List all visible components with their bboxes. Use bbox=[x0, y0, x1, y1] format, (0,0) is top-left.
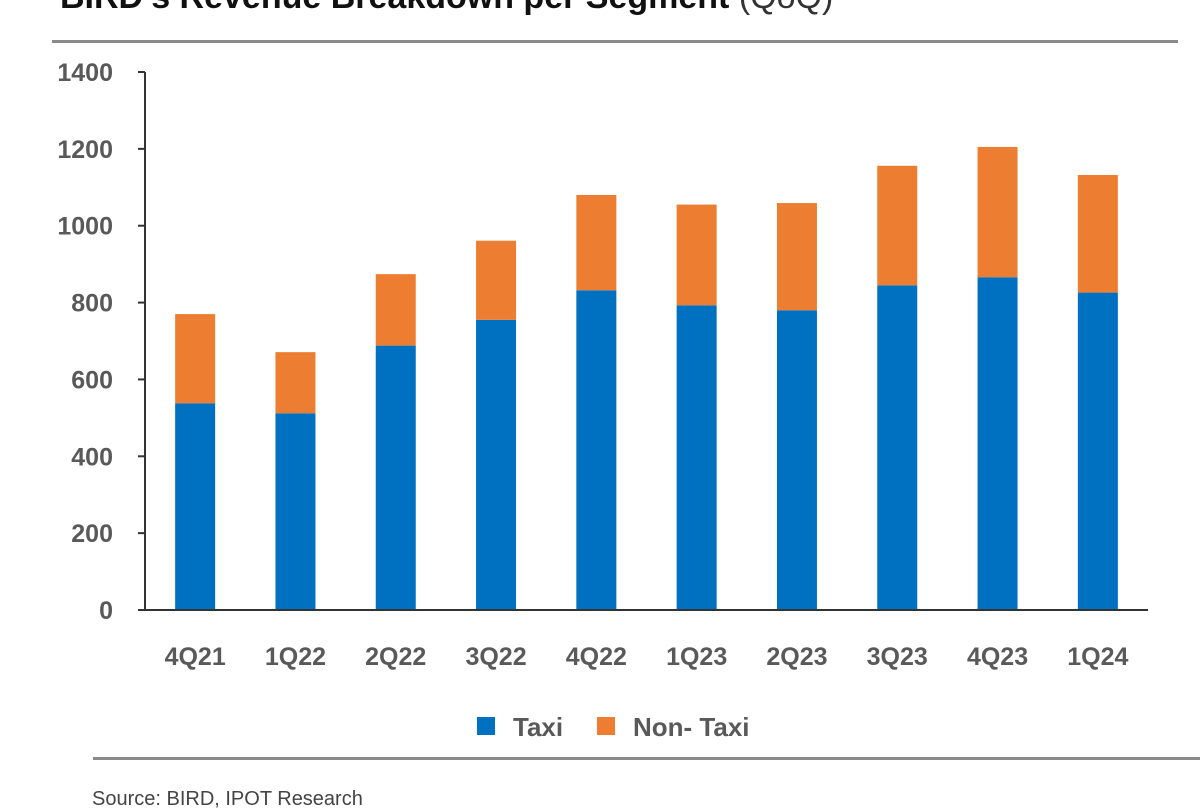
y-tick-label: 800 bbox=[71, 290, 113, 318]
non-taxi-bar bbox=[576, 194, 617, 291]
x-tick-label: 4Q23 bbox=[967, 643, 1028, 671]
top-divider bbox=[52, 40, 1178, 43]
legend-label-taxi: Taxi bbox=[513, 712, 563, 742]
y-tick-label: 400 bbox=[71, 443, 113, 471]
x-tick-label: 3Q23 bbox=[867, 643, 928, 671]
x-tick-label: 3Q22 bbox=[465, 643, 526, 671]
taxi-bar bbox=[576, 290, 617, 610]
non-taxi-bar bbox=[776, 203, 817, 311]
legend: Taxi Non- Taxi bbox=[477, 712, 750, 742]
non-taxi-bar bbox=[476, 240, 517, 320]
non-taxi-bar bbox=[375, 274, 416, 346]
chart-title-suffix: (QoQ) bbox=[739, 0, 833, 16]
y-tick-label: 200 bbox=[71, 520, 113, 548]
non-taxi-bar bbox=[175, 314, 216, 404]
y-tick-label: 600 bbox=[71, 366, 113, 394]
taxi-bar bbox=[275, 413, 316, 610]
legend-swatch-non-taxi bbox=[597, 717, 615, 735]
y-axis-ticks: 0 200 400 600 800 1000 1200 1400 bbox=[57, 59, 145, 625]
y-tick-label: 1200 bbox=[57, 136, 113, 164]
y-tick-label: 1000 bbox=[57, 213, 113, 241]
axes bbox=[144, 72, 1148, 611]
taxi-bar bbox=[977, 277, 1018, 610]
taxi-bar bbox=[476, 319, 517, 610]
taxi-bar bbox=[175, 403, 216, 610]
legend-swatch-taxi bbox=[477, 717, 495, 735]
bottom-divider bbox=[93, 757, 1200, 760]
y-tick-label: 0 bbox=[99, 597, 113, 625]
non-taxi-bar bbox=[275, 352, 316, 414]
x-tick-label: 2Q22 bbox=[365, 643, 426, 671]
taxi-bar bbox=[1077, 292, 1118, 610]
x-tick-label: 1Q24 bbox=[1067, 643, 1128, 671]
non-taxi-bar bbox=[877, 165, 918, 286]
taxi-bar bbox=[676, 305, 717, 610]
non-taxi-bar bbox=[977, 146, 1018, 278]
chart-title-main: BIRD's Revenue Breakdown per Segment bbox=[60, 0, 729, 16]
non-taxi-bar bbox=[1077, 174, 1118, 293]
taxi-bar bbox=[877, 285, 918, 610]
bars bbox=[175, 146, 1118, 610]
y-tick-label: 1400 bbox=[57, 59, 113, 87]
x-tick-label: 1Q23 bbox=[666, 643, 727, 671]
x-tick-label: 1Q22 bbox=[265, 643, 326, 671]
x-tick-label: 2Q23 bbox=[766, 643, 827, 671]
x-tick-label: 4Q22 bbox=[566, 643, 627, 671]
x-tick-label: 4Q21 bbox=[165, 643, 226, 671]
non-taxi-bar bbox=[676, 204, 717, 306]
taxi-bar bbox=[375, 345, 416, 610]
x-axis-labels: 4Q21 1Q22 2Q22 3Q22 4Q22 1Q23 2Q23 3Q23 4Q23 1Q24 bbox=[165, 643, 1129, 671]
legend-label-non-taxi: Non- Taxi bbox=[633, 712, 750, 742]
taxi-bar bbox=[776, 310, 817, 610]
chart-title: BIRD's Revenue Breakdown per Segment (Qo… bbox=[60, 0, 833, 17]
